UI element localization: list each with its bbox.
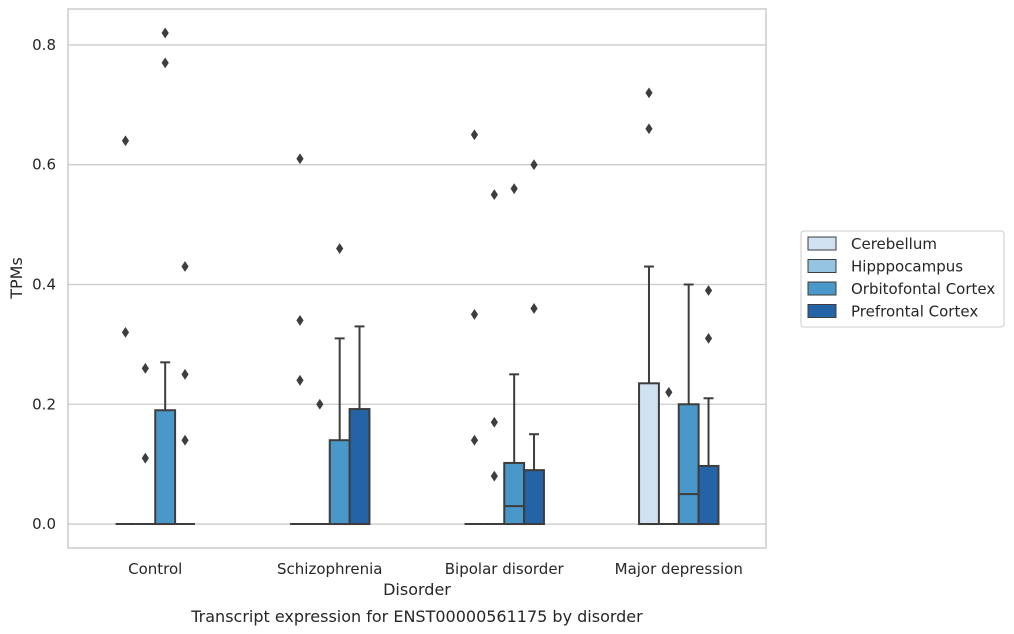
outlier-point: [181, 434, 189, 446]
plot-frame: [67, 8, 767, 549]
outlier-point: [530, 159, 538, 171]
box-group: [309, 398, 330, 526]
outlier-point: [470, 309, 479, 320]
x-tick-label: Schizophrenia: [277, 560, 382, 578]
box-group: [290, 153, 310, 526]
box-group: [484, 189, 505, 526]
outlier-point: [704, 285, 713, 296]
outlier-point: [161, 27, 169, 39]
box-group: [154, 27, 177, 526]
outlier-point: [665, 386, 673, 398]
outlier-point: [470, 129, 479, 141]
y-tick-label: 0.4: [32, 275, 56, 293]
outlier-point: [181, 368, 189, 380]
chart-caption: Transcript expression for ENST0000056117…: [190, 607, 643, 626]
x-tick-label: Control: [128, 560, 182, 578]
x-tick-labels: Control Schizophrenia Bipolar disorder Majo…: [128, 560, 743, 578]
outlier-point: [490, 189, 498, 201]
legend-swatch: [807, 281, 837, 296]
box-group: [175, 261, 195, 526]
box-group: [697, 285, 720, 526]
x-tick-label: Bipolar disorder: [445, 560, 565, 578]
outlier-point: [161, 57, 169, 69]
legend-frame: [800, 230, 1005, 328]
outlier-point: [141, 452, 149, 464]
outlier-point: [470, 434, 479, 446]
box-group: [523, 159, 545, 526]
legend-swatch: [807, 304, 837, 318]
outlier-point: [141, 362, 149, 374]
boxes: [115, 27, 720, 526]
box-group: [677, 283, 700, 526]
outlier-point: [645, 123, 653, 135]
outlier-point: [181, 261, 189, 272]
legend-label: Cerebellum: [851, 235, 937, 253]
outlier-point: [510, 183, 518, 195]
box-group: [348, 325, 371, 526]
outlier-point: [490, 416, 498, 428]
legend-swatch: [807, 236, 837, 251]
box: [348, 408, 371, 526]
outlier-point: [316, 398, 324, 410]
y-tick-labels: 0.0 0.2 0.4 0.6 0.8: [32, 36, 56, 533]
box: [154, 409, 177, 526]
x-tick-label: Major depression: [615, 560, 743, 578]
box: [503, 461, 526, 526]
box-group: [658, 386, 679, 526]
box: [328, 439, 351, 526]
x-axis-label: Disorder: [383, 580, 451, 599]
legend-label: Prefrontal Cortex: [851, 303, 978, 321]
box-group: [464, 129, 485, 526]
box: [677, 403, 700, 526]
legend-swatch: [807, 259, 837, 273]
box-group: [115, 135, 136, 526]
box: [697, 464, 720, 526]
outlier-point: [296, 315, 304, 326]
y-tick-label: 0.2: [32, 395, 56, 413]
outlier-point: [645, 87, 653, 99]
y-axis-label: TPMs: [7, 257, 26, 300]
outlier-point: [704, 332, 713, 344]
legend-label: Hipppocampus: [851, 258, 963, 276]
outlier-point: [296, 374, 304, 386]
legend-label: Orbitofontal Cortex: [851, 280, 995, 298]
y-tick-label: 0.8: [32, 36, 56, 54]
box: [638, 382, 660, 526]
outlier-point: [296, 153, 304, 165]
outlier-point: [530, 303, 538, 314]
legend: Cerebellum Hipppocampus Orbitofontal Corte…: [800, 230, 1005, 328]
y-tick-label: 0.6: [32, 156, 56, 174]
outlier-point: [121, 327, 130, 338]
box-group: [638, 87, 660, 526]
y-tick-label: 0.0: [32, 515, 56, 533]
box-group: [135, 362, 156, 526]
box: [523, 469, 545, 526]
outlier-point: [336, 243, 344, 254]
outlier-point: [490, 470, 498, 482]
outlier-point: [121, 135, 130, 147]
